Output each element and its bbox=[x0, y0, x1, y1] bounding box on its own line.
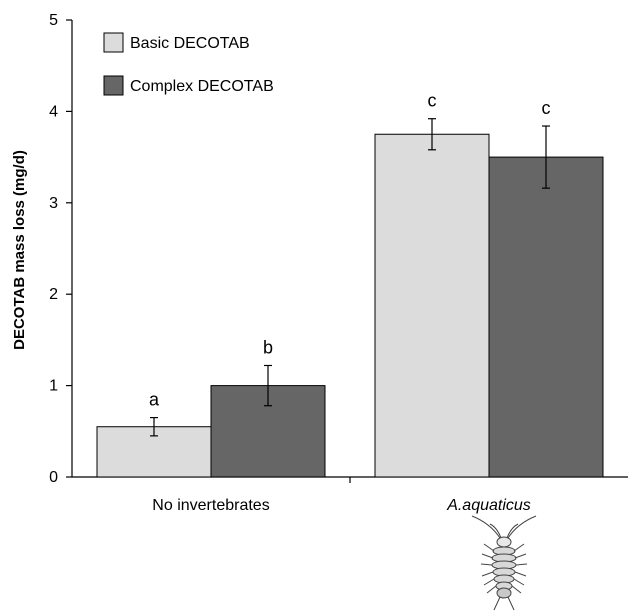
y-tick-label: 5 bbox=[49, 12, 58, 29]
legend-swatch bbox=[103, 32, 124, 53]
significance-label: c bbox=[542, 98, 551, 118]
y-tick-label: 1 bbox=[49, 378, 58, 395]
x-category-label: A.aquaticus bbox=[446, 497, 531, 514]
legend-swatch bbox=[103, 75, 124, 96]
bars: a b c c bbox=[96, 91, 604, 478]
legend-label: Complex DECOTAB bbox=[130, 78, 274, 95]
y-tick-label: 3 bbox=[49, 195, 58, 212]
bar bbox=[488, 156, 604, 478]
x-category-label: No invertebrates bbox=[152, 497, 269, 514]
y-axis-label: DECOTAB mass loss (mg/d) bbox=[11, 150, 28, 350]
significance-label: b bbox=[263, 337, 273, 357]
y-tick-label: 2 bbox=[49, 286, 58, 303]
significance-label: a bbox=[149, 390, 160, 410]
y-tick-label: 0 bbox=[49, 469, 58, 486]
isopod-icon bbox=[471, 515, 537, 611]
legend: Basic DECOTAB Complex DECOTAB bbox=[103, 32, 274, 96]
y-tick-label: 4 bbox=[49, 103, 58, 120]
legend-label: Basic DECOTAB bbox=[130, 35, 250, 52]
bar bbox=[374, 133, 490, 478]
significance-label: c bbox=[428, 91, 437, 111]
